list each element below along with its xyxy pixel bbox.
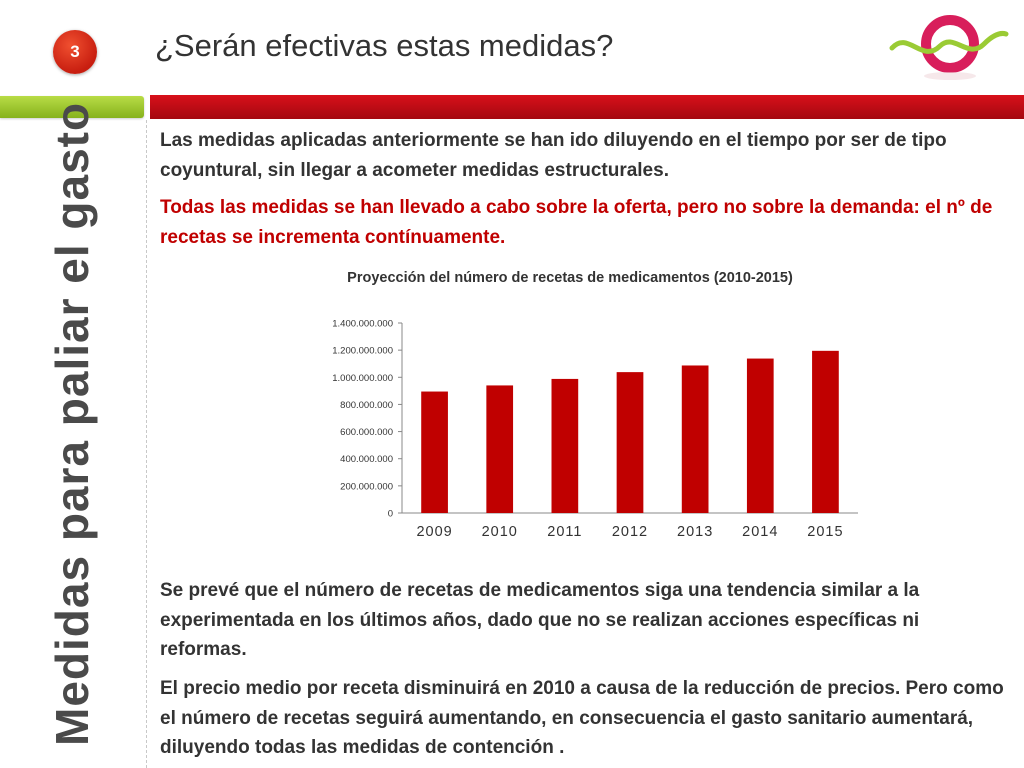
x-tick-label: 2014 (742, 524, 778, 540)
x-tick-label: 2011 (547, 524, 582, 540)
paragraph-1: Las medidas aplicadas anteriormente se h… (160, 130, 947, 181)
y-tick-label: 200.000.000 (340, 481, 393, 492)
x-tick-label: 2012 (612, 524, 648, 540)
x-tick-label: 2013 (677, 524, 713, 540)
y-tick-label: 1.000.000.000 (332, 373, 393, 384)
bar-2011 (551, 378, 579, 513)
paragraph-3: Se prevé que el número de recetas de med… (160, 580, 920, 660)
bar-2014 (746, 358, 774, 513)
slide-title: ¿Serán efectivas estas medidas? (155, 28, 614, 63)
bar-2010 (486, 385, 514, 513)
paragraph-4: El precio medio por receta disminuirá en… (160, 678, 1004, 758)
vertical-divider (146, 120, 147, 768)
y-tick-label: 600.000.000 (340, 427, 393, 438)
x-tick-label: 2009 (416, 524, 452, 540)
chart-title: Proyección del número de recetas de medi… (347, 270, 793, 286)
y-tick-label: 0 (388, 509, 393, 520)
y-tick-label: 1.200.000.000 (332, 346, 393, 357)
bar-2013 (681, 365, 709, 513)
bar-2015 (812, 350, 839, 513)
red-header-bar (150, 95, 1024, 119)
x-tick-label: 2015 (807, 524, 843, 540)
side-section-title: Medidas para paliar el gasto (46, 101, 98, 746)
bar-chart: 0 200.000.000 400.000.000 600.000.000 800.00… (332, 319, 858, 540)
y-tick-label: 1.400.000.000 (332, 319, 393, 330)
paragraph-2-highlight: Todas las medidas se han llevado a cabo … (160, 197, 993, 248)
bar-2012 (616, 372, 644, 513)
y-tick-label: 800.000.000 (340, 400, 393, 411)
logo-icon (889, 15, 1009, 80)
x-tick-label: 2010 (482, 524, 518, 540)
y-tick-label: 400.000.000 (340, 454, 393, 465)
slide-number-badge: 3 (53, 30, 97, 74)
bar-2009 (421, 391, 448, 513)
green-accent-bar (0, 96, 144, 118)
